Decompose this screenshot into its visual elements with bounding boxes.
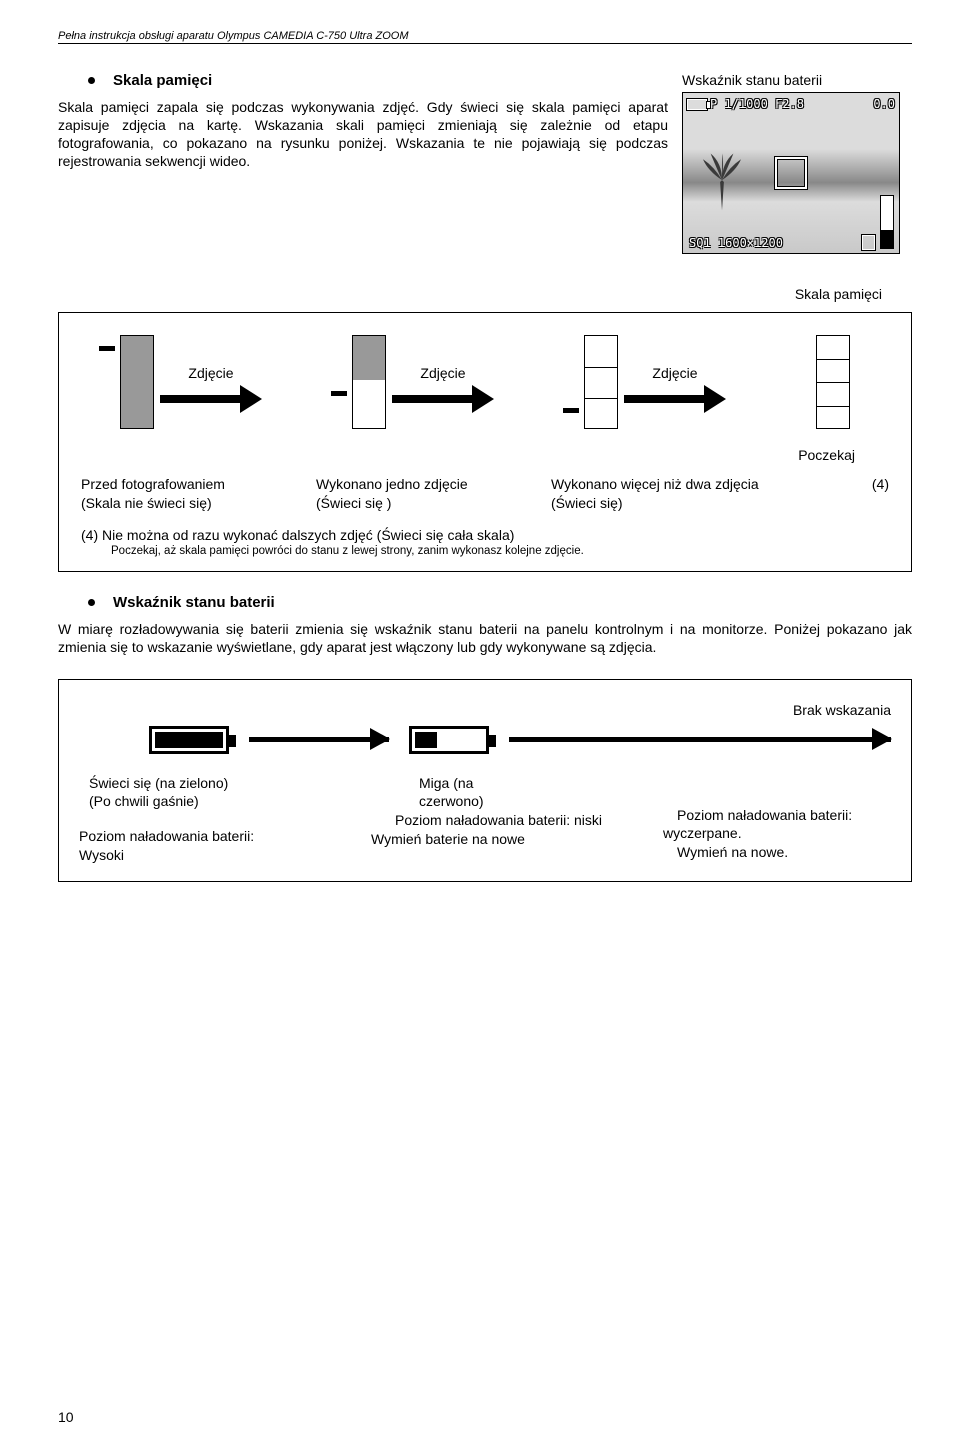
batt-col3-l3: Wymień na nowe. [677, 843, 891, 862]
memory-scale-icon [880, 195, 894, 249]
card-icon [862, 235, 875, 250]
wait-label: Poczekaj [75, 447, 855, 463]
batt-col1-l1: Świeci się (na zielono) [89, 774, 371, 793]
memory-bar [352, 335, 386, 429]
section1-para: Skala pamięci zapala się podczas wykonyw… [58, 99, 668, 171]
section2-heading-text: Wskaźnik stanu baterii [113, 594, 275, 611]
batt-col1-l4: Wysoki [79, 846, 371, 865]
lcd-bottom-left: SQ1 1600×1200 [689, 236, 783, 250]
section1-heading: Skala pamięci [88, 72, 668, 89]
diagram-captions: Przed fotografowaniem Wykonano jedno zdj… [81, 475, 889, 513]
caption-more: Wykonano więcej niż dwa zdjęcia [551, 475, 859, 494]
arrow-right-icon [249, 737, 389, 742]
batt-col2-l1: Miga (na [419, 774, 663, 793]
memory-bar [816, 335, 850, 429]
caption-more-sub: (Świeci się) [551, 494, 859, 513]
battery-icon [687, 99, 707, 110]
photo-label: Zdjęcie [188, 365, 233, 381]
battery-captions: Świeci się (na zielono) (Po chwili gaśni… [79, 774, 891, 866]
scale-caption: Skala pamięci [58, 286, 882, 302]
photo-label: Zdjęcie [420, 365, 465, 381]
footnote-4-main: (4) Nie można od razu wykonać dalszych z… [81, 527, 889, 543]
batt-col2-l3: Poziom naładowania baterii: niski [395, 811, 663, 830]
batt-col3-l2: wyczerpane. [663, 824, 891, 843]
batt-col3-l1: Poziom naładowania baterii: [677, 806, 891, 825]
lcd-preview: P 1/1000 F2.8 0.0 SQ1 1600×1200 [682, 92, 900, 254]
footnote-4-sub: Poczekaj, aż skala pamięci powróci do st… [111, 545, 889, 557]
arrow-right-icon [392, 385, 494, 413]
caption-ref4: (4) [859, 475, 889, 494]
battery-full-icon [149, 726, 229, 754]
footnote-4: (4) Nie można od razu wykonać dalszych z… [81, 527, 889, 557]
memory-diagram-box: Zdjęcie Zdjęcie [58, 312, 912, 572]
battery-diagram-box: Brak wskazania Świeci się (na zielono) (… [58, 679, 912, 883]
af-target-icon [775, 157, 807, 189]
photo-label: Zdjęcie [652, 365, 697, 381]
section1-heading-text: Skala pamięci [113, 72, 212, 89]
battery-pointer-label: Wskaźnik stanu baterii [682, 72, 912, 88]
caption-one: Wykonano jedno zdjęcie [316, 475, 551, 494]
lcd-top-right: 0.0 [873, 97, 895, 111]
section2-heading: Wskaźnik stanu baterii [88, 594, 912, 611]
no-indication-label: Brak wskazania [79, 702, 891, 718]
arrow-right-icon [624, 385, 726, 413]
caption-before: Przed fotografowaniem [81, 475, 316, 494]
page-number: 10 [58, 1409, 74, 1425]
bullet-icon [88, 77, 95, 84]
palm-icon [703, 153, 741, 211]
memory-bar [120, 335, 154, 429]
batt-col2-l2: czerwono) [419, 792, 663, 811]
caption-before-sub: (Skala nie świeci się) [81, 494, 316, 513]
memory-bar [584, 335, 618, 429]
arrow-right-icon [160, 385, 262, 413]
lcd-top-left: P 1/1000 F2.8 [710, 97, 804, 111]
bullet-icon [88, 599, 95, 606]
caption-one-sub: (Świeci się ) [316, 494, 551, 513]
batt-col1-l2: (Po chwili gaśnie) [89, 792, 371, 811]
section2-para: W miarę rozładowywania się baterii zmien… [58, 621, 912, 657]
batt-col2-l4: Wymień baterie na nowe [371, 830, 663, 849]
arrow-right-icon [509, 737, 891, 742]
battery-low-icon [409, 726, 489, 754]
batt-col1-l3: Poziom naładowania baterii: [79, 827, 371, 846]
doc-header: Pełna instrukcja obsługi aparatu Olympus… [58, 30, 912, 44]
